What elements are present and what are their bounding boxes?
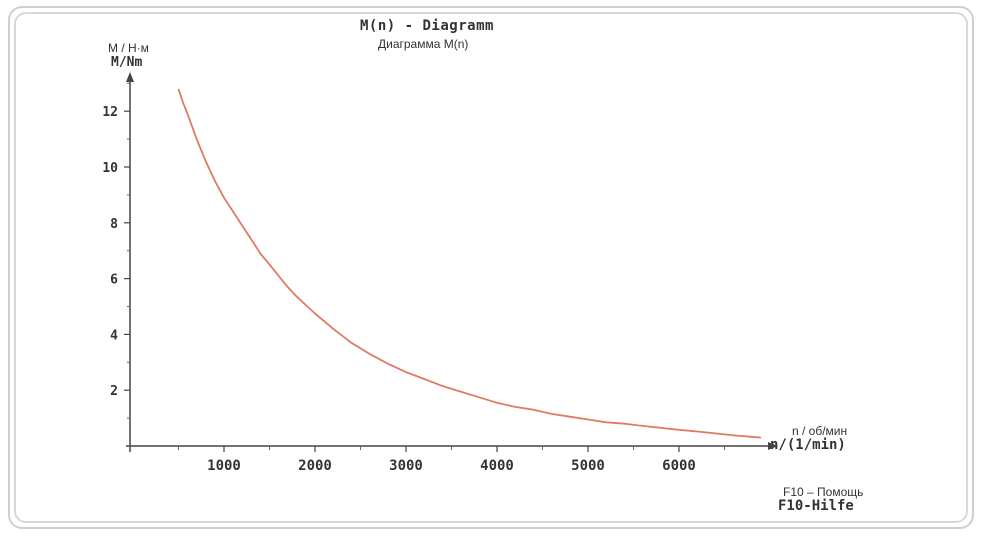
series-layer	[177, 88, 761, 439]
x-tick-label: 5000	[571, 458, 605, 474]
inner-frame	[14, 12, 968, 523]
y-tick-label: 10	[102, 161, 118, 176]
series-line	[177, 88, 761, 439]
y-axis-arrow	[126, 72, 134, 82]
y-axis-label-ru: М / Н·м	[108, 41, 149, 55]
help-hint-ru: F10 – Помощь	[783, 485, 864, 499]
chart-subtitle: Диаграмма М(n)	[378, 37, 469, 51]
x-axis-label-ru: n / об/мин	[792, 424, 848, 438]
x-axis-arrow	[768, 442, 778, 450]
x-tick-label: 3000	[389, 458, 423, 474]
help-hint: F10-Hilfe	[778, 498, 854, 514]
y-tick-label: 4	[110, 328, 118, 343]
x-tick-label: 4000	[480, 458, 514, 474]
outer-frame	[8, 6, 974, 529]
x-tick-label: 2000	[298, 458, 332, 474]
axes	[126, 72, 778, 452]
x-axis-label: n/(1/min)	[770, 437, 846, 453]
x-tick-label: 6000	[662, 458, 696, 474]
y-axis-label: M/Nm	[111, 55, 143, 70]
y-tick-label: 2	[110, 384, 118, 399]
ticks: 1000 2000 3000 4000 5000 6000 2 4 6 8 10 12	[102, 82, 725, 474]
y-tick-label: 12	[102, 105, 118, 120]
y-tick-label: 8	[110, 217, 118, 232]
chart-title: M(n) - Diagramm	[360, 18, 494, 34]
x-tick-label: 1000	[207, 458, 241, 474]
y-tick-label: 6	[110, 273, 118, 288]
